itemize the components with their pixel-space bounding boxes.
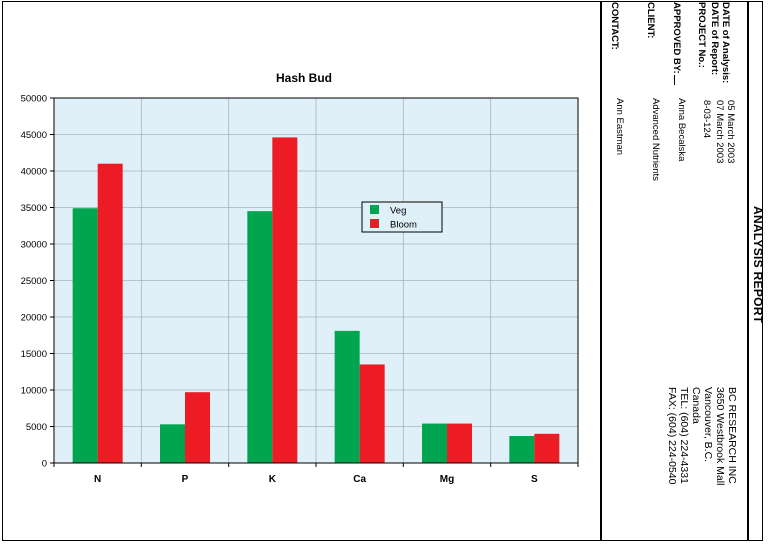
contact-row: CONTACT: Ann Eastman xyxy=(607,2,625,155)
signature-line xyxy=(674,74,681,85)
lab-name: BC RESEARCH INC xyxy=(726,387,738,484)
legend-label-bloom: Bloom xyxy=(390,220,417,231)
y-tick-label: 35000 xyxy=(21,203,47,214)
contact-value: Ann Eastman xyxy=(614,98,625,156)
bar-veg-p xyxy=(160,424,185,463)
approved-row: APPROVED BY: Anna Becalska xyxy=(669,2,687,161)
bar-veg-k xyxy=(247,211,273,463)
y-tick-label: 5000 xyxy=(26,422,47,433)
y-tick-label: 0 xyxy=(42,459,47,470)
date-analysis-value: 05 March 2003 xyxy=(725,100,736,164)
lab-country: Canada xyxy=(690,387,702,424)
client-value: Advanced Nutrients xyxy=(650,98,661,181)
y-tick-label: 40000 xyxy=(21,167,47,178)
lab-address-line1: 3650 Westbrook Mall xyxy=(714,387,726,486)
date-report-value: 07 March 2003 xyxy=(714,100,725,164)
project-label: PROJECT No.: xyxy=(696,2,707,68)
y-tick-label: 10000 xyxy=(21,386,47,397)
lab-address: BC RESEARCH INC 3650 Westbrook Mall Vanc… xyxy=(666,387,738,485)
column-divider-left xyxy=(600,1,602,541)
bar-veg-s xyxy=(509,435,535,463)
bar-veg-mg xyxy=(422,423,447,463)
y-tick-label: 25000 xyxy=(21,276,47,287)
bar-bloom-mg xyxy=(447,423,472,463)
x-tick-label: Mg xyxy=(440,474,454,485)
client-row: CLIENT: Advanced Nutrients xyxy=(643,2,661,181)
project-row: PROJECT No.: 8-03-124 xyxy=(694,2,712,138)
legend-label-veg: Veg xyxy=(390,206,406,217)
y-tick-label: 30000 xyxy=(21,240,47,251)
bar-chart: 5000045000400003500030000250002000015000… xyxy=(21,71,579,485)
bar-bloom-ca xyxy=(359,364,385,463)
approved-label: APPROVED BY: xyxy=(671,2,682,74)
y-tick-label: 20000 xyxy=(21,313,47,324)
approved-value: Anna Becalska xyxy=(676,98,687,162)
x-tick-label: Ca xyxy=(353,474,366,485)
bar-veg-n xyxy=(72,208,98,463)
bar-bloom-s xyxy=(534,433,560,463)
x-tick-label: K xyxy=(269,474,277,485)
legend-swatch-bloom xyxy=(370,219,379,228)
y-tick-label: 45000 xyxy=(21,130,47,141)
project-value: 8-03-124 xyxy=(701,100,712,139)
plot-border xyxy=(53,97,579,464)
client-label: CLIENT: xyxy=(645,2,656,39)
bar-veg-ca xyxy=(334,330,360,463)
bar-bloom-k xyxy=(272,137,298,464)
lab-city: Vancouver, B.C. xyxy=(702,387,714,463)
contact-label: CONTACT: xyxy=(609,2,620,50)
y-tick-label: 15000 xyxy=(21,349,47,360)
x-tick-label: N xyxy=(94,474,101,485)
report-title: ANALYSIS REPORT xyxy=(751,206,765,324)
column-divider-right xyxy=(747,1,749,541)
legend-swatch-veg xyxy=(370,205,379,214)
bar-bloom-n xyxy=(97,163,123,463)
y-tick-label: 50000 xyxy=(21,94,47,105)
lab-tel: TEL: (604) 224-4331 xyxy=(678,387,690,484)
x-tick-label: P xyxy=(182,474,189,485)
x-tick-label: S xyxy=(531,474,538,485)
lab-fax: FAX: (604) 224-0540 xyxy=(666,387,678,485)
chart-title: Hash Bud xyxy=(276,71,332,85)
bar-bloom-p xyxy=(185,392,210,463)
